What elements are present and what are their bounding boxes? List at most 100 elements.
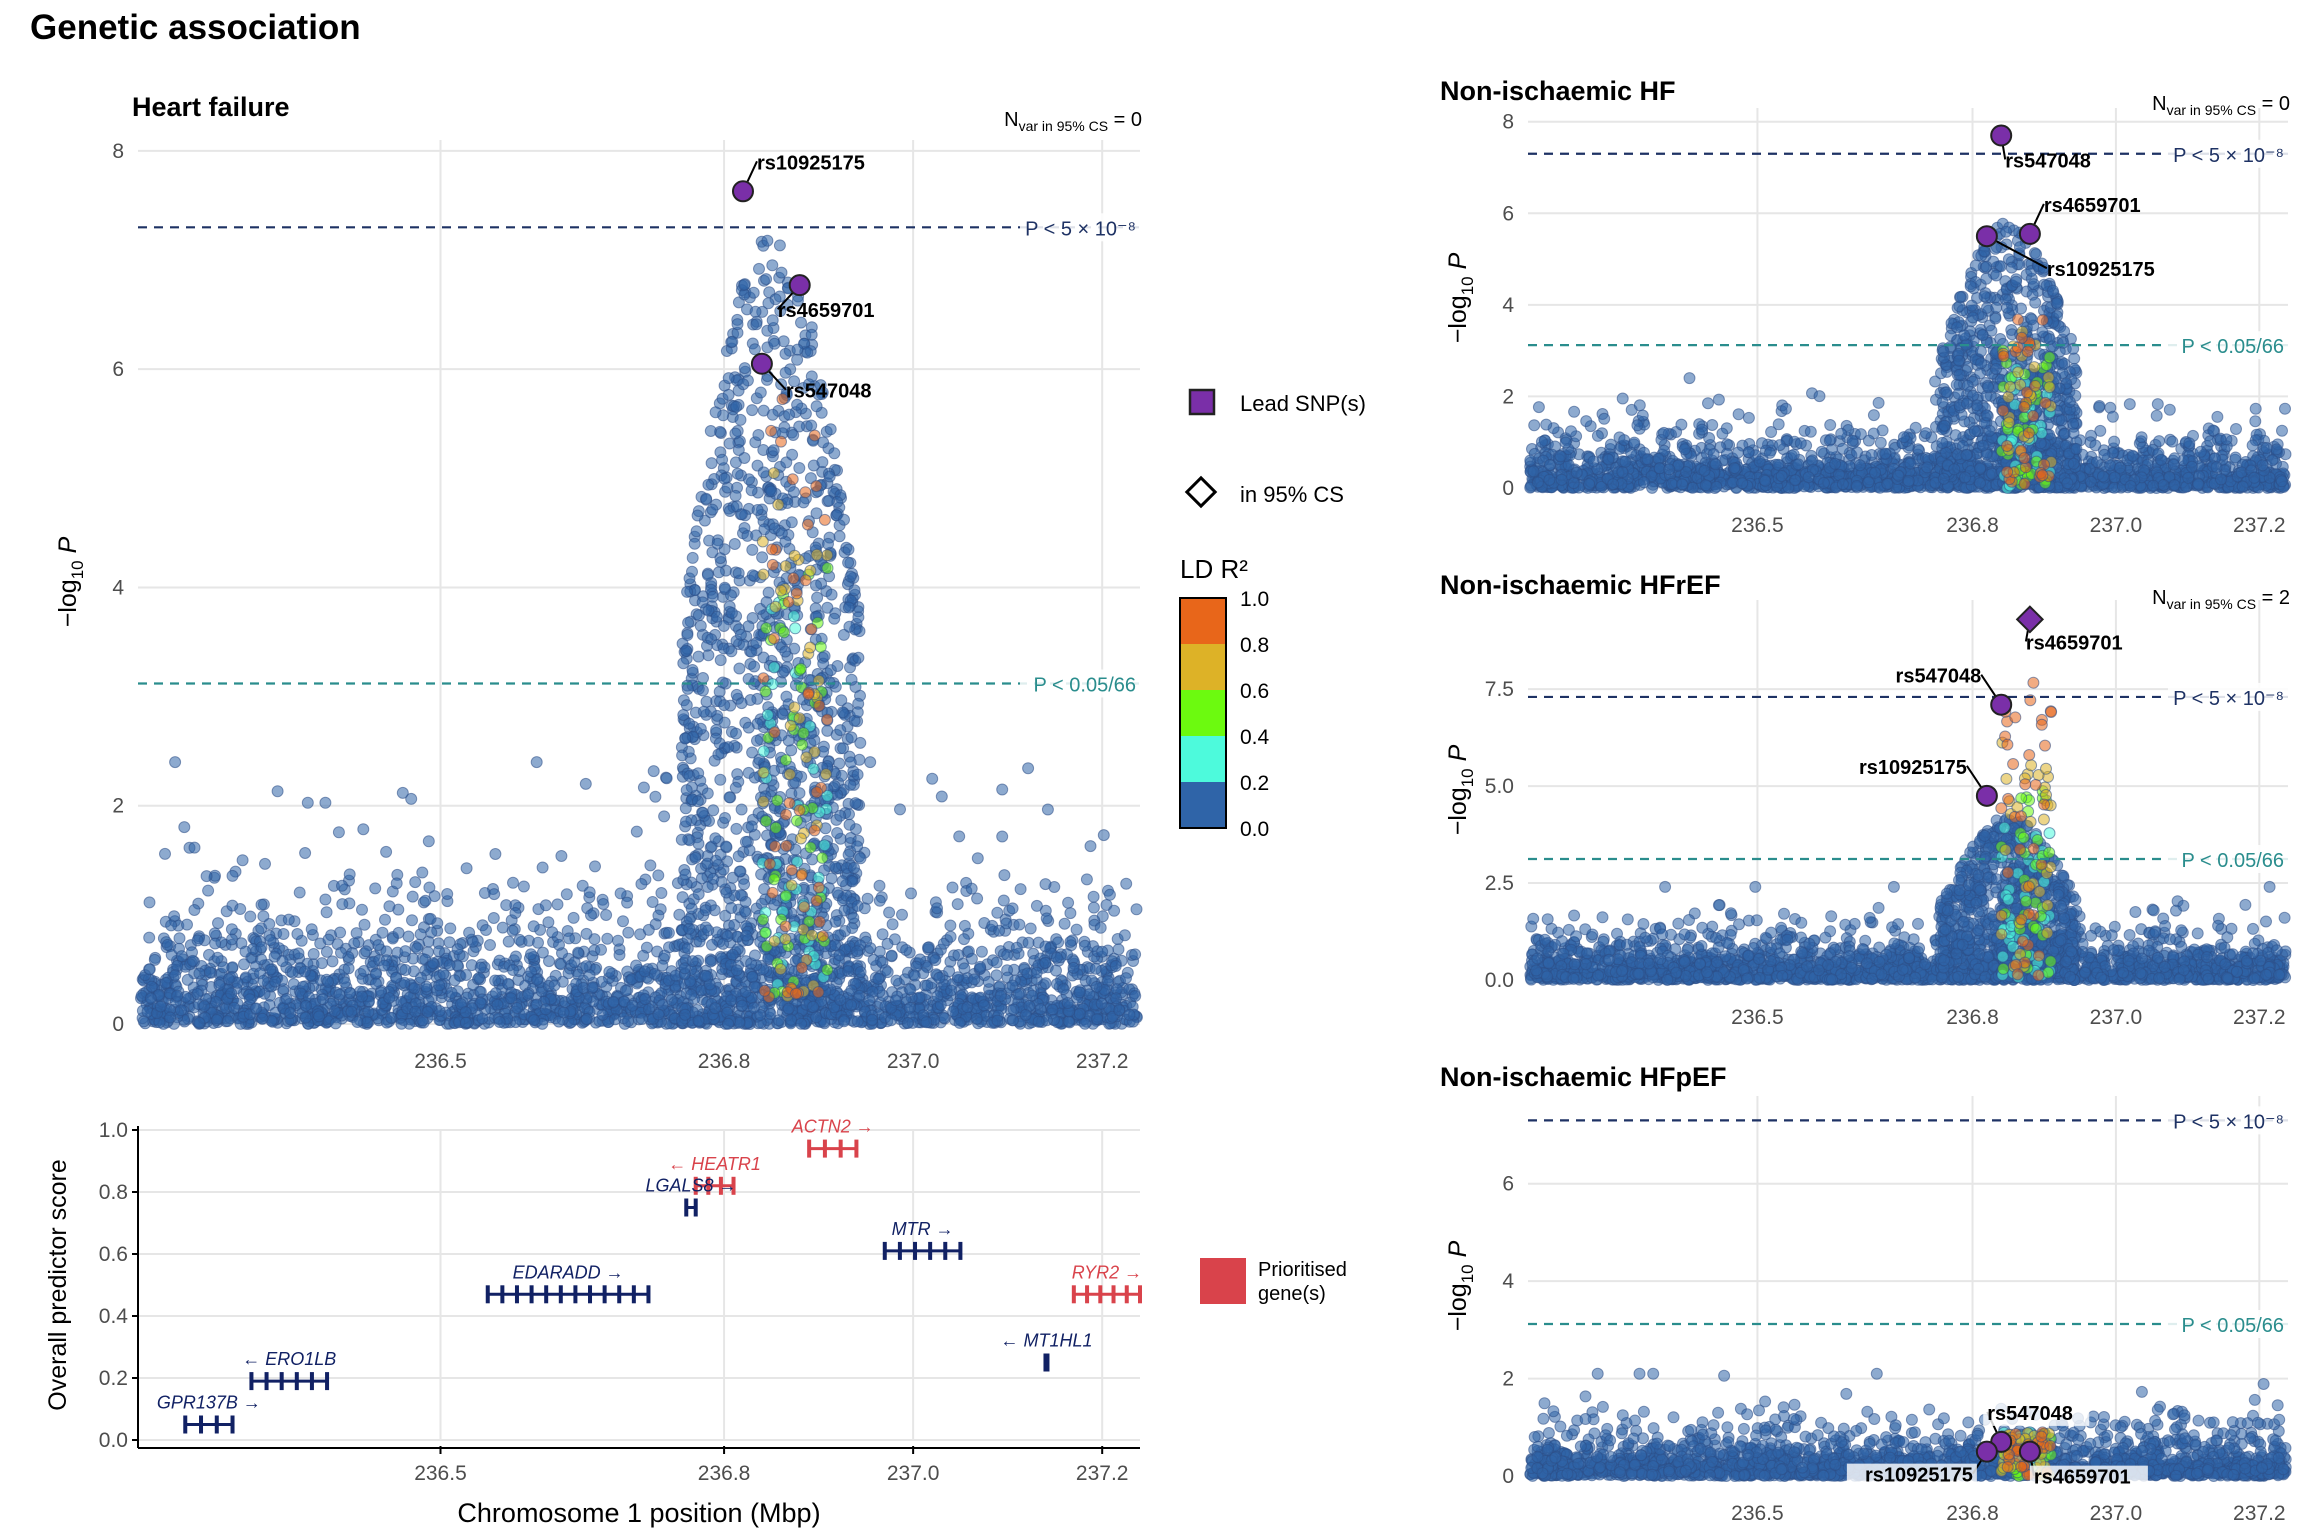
snp-point bbox=[343, 868, 356, 881]
snp-point bbox=[548, 979, 561, 992]
snp-point bbox=[269, 975, 282, 988]
snp-point bbox=[768, 661, 781, 674]
snp-point bbox=[813, 915, 826, 928]
snp-point bbox=[255, 941, 268, 954]
snp-point bbox=[756, 551, 769, 564]
snp-point bbox=[1026, 989, 1039, 1002]
snp-point bbox=[293, 886, 306, 899]
snp-point bbox=[424, 912, 437, 925]
snp-point bbox=[974, 960, 987, 973]
snp-point bbox=[614, 887, 627, 900]
snp-point bbox=[779, 889, 792, 902]
snp-point bbox=[725, 994, 738, 1007]
snp-point bbox=[774, 963, 787, 976]
snp-point bbox=[511, 1002, 524, 1014]
snp-point bbox=[383, 992, 396, 1004]
snp-point bbox=[356, 903, 368, 916]
snp-point bbox=[460, 862, 473, 875]
snp-point bbox=[543, 955, 555, 968]
snp-point bbox=[583, 969, 596, 982]
snp-point bbox=[679, 732, 692, 745]
snp-point bbox=[738, 878, 751, 891]
snp-point bbox=[890, 974, 903, 987]
snp-point bbox=[782, 596, 795, 608]
snp-point bbox=[422, 835, 435, 848]
snp-point bbox=[834, 724, 847, 737]
lead-snp-label: rs4659701 bbox=[778, 300, 875, 322]
snp-point bbox=[1030, 899, 1043, 912]
snp-point bbox=[773, 239, 786, 252]
snp-point bbox=[766, 558, 779, 571]
snp-point bbox=[800, 751, 813, 764]
snp-point bbox=[1057, 983, 1070, 996]
snp-point bbox=[264, 963, 277, 976]
x-tick-label: 237.2 bbox=[1076, 1050, 1129, 1073]
snp-point bbox=[383, 900, 396, 913]
snp-point bbox=[804, 841, 817, 854]
snp-point bbox=[779, 645, 792, 658]
snp-point bbox=[838, 513, 850, 526]
snp-point bbox=[169, 756, 182, 769]
snp-point bbox=[872, 973, 885, 985]
snp-point bbox=[202, 884, 215, 897]
snp-point bbox=[399, 964, 412, 976]
snp-point bbox=[333, 988, 346, 1001]
snp-point bbox=[1064, 935, 1077, 948]
y-axis-label: −log10 P bbox=[1444, 252, 1477, 343]
y-tick-label: 2 bbox=[112, 795, 124, 818]
snp-point bbox=[823, 470, 836, 483]
snp-point bbox=[854, 852, 867, 865]
snp-point bbox=[198, 1000, 211, 1013]
snp-point bbox=[411, 942, 424, 955]
snp-point bbox=[320, 906, 333, 919]
snp-point bbox=[787, 486, 800, 499]
snp-point bbox=[729, 781, 742, 794]
snp-point bbox=[209, 937, 222, 950]
snp-point bbox=[680, 699, 693, 712]
snp-point bbox=[742, 620, 755, 633]
snp-point bbox=[276, 955, 289, 968]
snp-point bbox=[710, 610, 723, 623]
snp-point bbox=[1712, 393, 1725, 406]
snp-point bbox=[191, 934, 204, 947]
snp-point bbox=[766, 259, 779, 272]
snp-point bbox=[1103, 888, 1116, 901]
snp-point bbox=[787, 572, 800, 585]
snp-point bbox=[292, 947, 305, 960]
snp-point bbox=[691, 795, 704, 808]
fdr-threshold-label: P < 0.05/66 bbox=[1034, 674, 1137, 696]
snp-point bbox=[563, 932, 575, 945]
snp-point bbox=[686, 664, 699, 676]
y-tick-label: 6 bbox=[112, 358, 124, 381]
snp-point bbox=[843, 620, 856, 633]
snp-point bbox=[144, 992, 157, 1005]
snp-point bbox=[502, 935, 515, 948]
snp-point bbox=[1013, 918, 1026, 931]
snp-point bbox=[697, 705, 710, 718]
snp-point bbox=[749, 949, 761, 962]
snp-point bbox=[644, 859, 657, 872]
snp-point bbox=[1007, 1014, 1019, 1027]
snp-point bbox=[719, 812, 731, 824]
snp-point bbox=[699, 904, 712, 917]
snp-point bbox=[690, 525, 703, 538]
snp-point bbox=[714, 773, 727, 786]
snp-point bbox=[646, 896, 659, 908]
snp-point bbox=[720, 840, 732, 853]
snp-point bbox=[1130, 903, 1143, 916]
snp-point bbox=[299, 847, 312, 859]
snp-point bbox=[617, 915, 629, 928]
snp-point bbox=[188, 904, 201, 916]
snp-point bbox=[408, 982, 421, 995]
snp-point bbox=[175, 1004, 187, 1017]
snp-point bbox=[420, 980, 433, 993]
snp-point bbox=[725, 607, 738, 619]
snp-point bbox=[734, 889, 747, 901]
snp-point bbox=[239, 945, 252, 958]
snp-point bbox=[714, 654, 727, 667]
snp-point bbox=[1006, 902, 1019, 915]
snp-point bbox=[793, 712, 806, 725]
snp-point bbox=[701, 569, 714, 581]
snp-point bbox=[1108, 904, 1121, 917]
